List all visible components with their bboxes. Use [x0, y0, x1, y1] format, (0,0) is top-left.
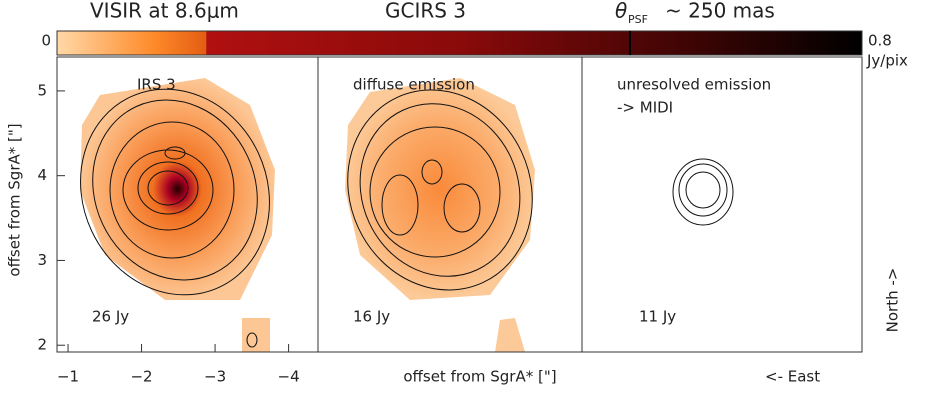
colorbar-unit: Jy/pix — [866, 52, 908, 70]
header-text: θ — [615, 0, 627, 23]
y-tick-label: 3 — [37, 251, 47, 269]
y-tick-label: 2 — [37, 336, 47, 354]
panel-3-image — [672, 158, 734, 226]
north-label: North -> — [884, 268, 902, 333]
x-axis-label: offset from SgrA* ["] — [403, 368, 556, 386]
panel-2-image — [345, 78, 535, 352]
panel-flux: 16 Jy — [353, 308, 390, 326]
header-text: GCIRS 3 — [385, 0, 466, 23]
panel-title: diffuse emission — [353, 76, 475, 94]
panel-subtitle: -> MIDI — [617, 99, 673, 117]
panel-flux: 11 Jy — [639, 308, 676, 326]
x-tick-label: −1 — [57, 368, 79, 386]
x-tick-label: −3 — [204, 368, 226, 386]
panel-frame — [581, 56, 863, 353]
y-tick-label: 4 — [37, 166, 47, 184]
header-text: ~ 250 mas — [665, 0, 775, 23]
panel-1-image — [80, 78, 275, 352]
x-tick-label: −2 — [130, 368, 152, 386]
colorbar-tick-label: 0 — [41, 32, 51, 50]
y-axis-label: offset from SgrA* ["] — [6, 123, 24, 276]
y-tick-label: 5 — [37, 81, 47, 99]
panel-title: IRS 3 — [137, 76, 176, 94]
header-text: PSF — [628, 13, 648, 26]
east-label: <- East — [765, 368, 820, 386]
panel-title: unresolved emission — [617, 76, 771, 94]
colorbar-tick-label: 0.8 — [868, 32, 892, 50]
colorbar — [56, 30, 863, 56]
header-text: VISIR at 8.6μm — [90, 0, 239, 23]
panel-flux: 26 Jy — [92, 308, 129, 326]
x-tick-label: −4 — [278, 368, 300, 386]
